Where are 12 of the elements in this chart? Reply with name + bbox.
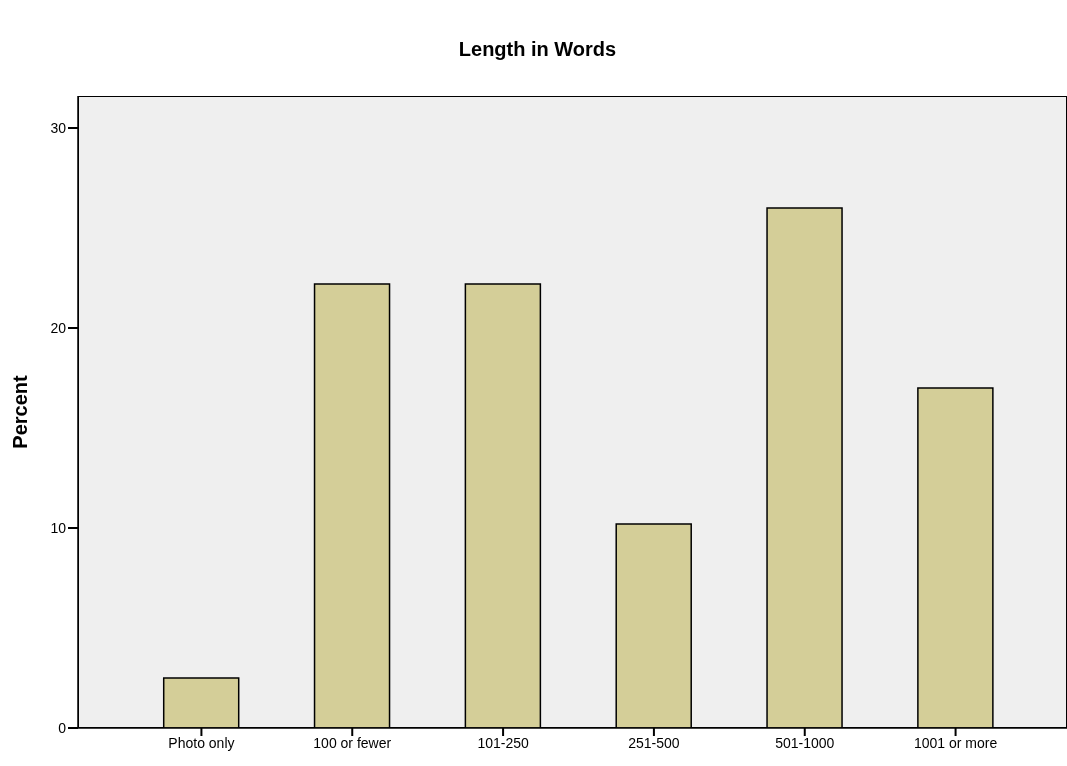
- y-tick-label: 20: [50, 319, 67, 336]
- x-tick-label: 501-1000: [775, 734, 835, 751]
- x-tick-label: 1001 or more: [913, 734, 998, 751]
- x-tick-label: Photo only: [168, 734, 235, 751]
- chart-title: Length in Words: [457, 38, 618, 61]
- y-tick-label: 30: [50, 119, 67, 136]
- x-tick-label: 100 or fewer: [313, 734, 392, 751]
- y-tick-label: 0: [58, 719, 67, 736]
- y-axis-title: Percent: [9, 374, 32, 449]
- x-tick-label: 251-500: [628, 734, 680, 751]
- x-tick-label: 101-250: [477, 734, 529, 751]
- y-tick-label: 10: [50, 519, 67, 536]
